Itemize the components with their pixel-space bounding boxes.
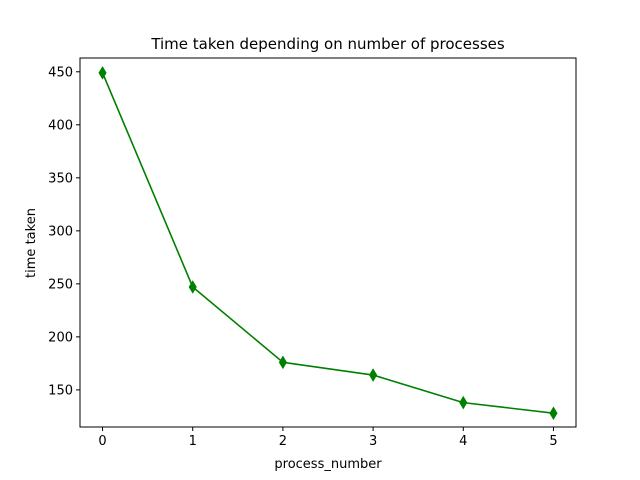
y-tick-label: 350	[48, 171, 73, 186]
x-tick-label: 3	[369, 434, 377, 449]
y-tick-label: 400	[48, 118, 73, 133]
data-point-marker	[188, 280, 197, 294]
axes-frame	[79, 57, 577, 428]
x-tick-label: 0	[98, 434, 106, 449]
x-tick-label: 2	[279, 434, 287, 449]
y-tick-label: 450	[48, 65, 73, 80]
x-tick-label: 1	[189, 434, 197, 449]
x-tick-label: 4	[459, 434, 467, 449]
data-point-marker	[98, 66, 107, 80]
data-point-marker	[459, 395, 468, 410]
y-tick-label: 300	[48, 224, 73, 239]
y-tick-label: 250	[48, 277, 73, 292]
y-tick-label: 150	[48, 383, 73, 398]
y-tick-label: 200	[48, 330, 73, 345]
series-line	[101, 72, 554, 415]
data-point-marker	[549, 406, 558, 420]
x-tick-label: 5	[549, 434, 557, 449]
plot-area: 0 1 2 3 4 5 150 200 250 300 350 400 450	[48, 57, 577, 449]
chart-title: Time taken depending on number of proces…	[150, 35, 505, 53]
y-axis-label: time taken	[24, 208, 39, 278]
data-point-marker	[369, 368, 378, 382]
x-axis-label: process_number	[274, 457, 382, 472]
data-point-marker	[278, 355, 287, 370]
